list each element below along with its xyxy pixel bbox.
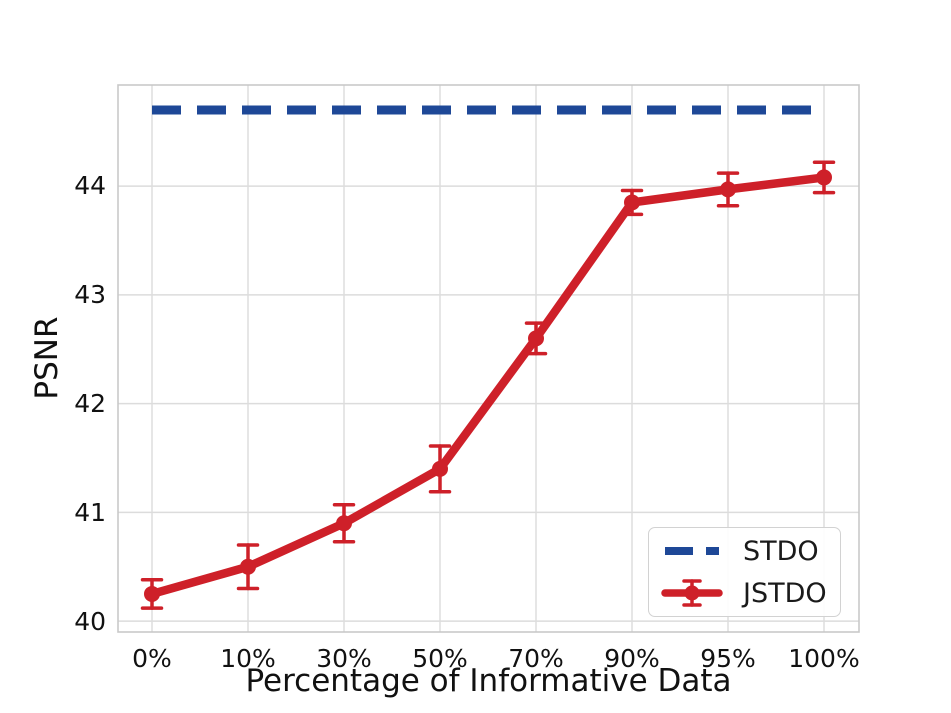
y-tick-label: 43 (74, 280, 106, 309)
legend-item-stdo: STDO (661, 530, 840, 572)
series-jstdo-line (147, 173, 829, 599)
legend: STDO JSTDO (648, 527, 841, 617)
x-tick-label: 10% (220, 644, 276, 673)
x-tick-label: 0% (132, 644, 172, 673)
x-tick-label: 50% (412, 644, 468, 673)
series-jstdo-marker (432, 460, 448, 477)
series-jstdo-marker (336, 515, 352, 532)
series-jstdo-marker (816, 169, 832, 186)
series-jstdo-marker (720, 181, 736, 198)
gridlines (118, 85, 859, 632)
plot-border (117, 84, 860, 633)
y-tick-label: 40 (74, 607, 106, 636)
series-jstdo-marker (240, 558, 256, 575)
series-jstdo-marker (528, 330, 544, 347)
errorbar-line-sample-icon (661, 579, 723, 607)
series-jstdo-marker (144, 585, 160, 602)
x-tick-label: 90% (604, 644, 660, 673)
legend-item-jstdo: JSTDO (661, 572, 840, 614)
x-tick-label: 70% (508, 644, 564, 673)
legend-label-jstdo: JSTDO (743, 577, 827, 609)
x-axis-label: Percentage of Informative Data (245, 663, 732, 699)
x-tick-label: 100% (788, 644, 860, 673)
y-tick-label: 44 (74, 171, 106, 200)
legend-label-stdo: STDO (743, 535, 819, 567)
y-axis-label: PSNR (29, 316, 65, 400)
y-tick-label: 42 (74, 389, 106, 418)
x-tick-label: 95% (700, 644, 756, 673)
y-tick-label: 41 (74, 498, 106, 527)
x-tick-label: 30% (316, 644, 372, 673)
series-jstdo-marker (624, 194, 640, 211)
dashed-line-sample-icon (665, 547, 719, 555)
